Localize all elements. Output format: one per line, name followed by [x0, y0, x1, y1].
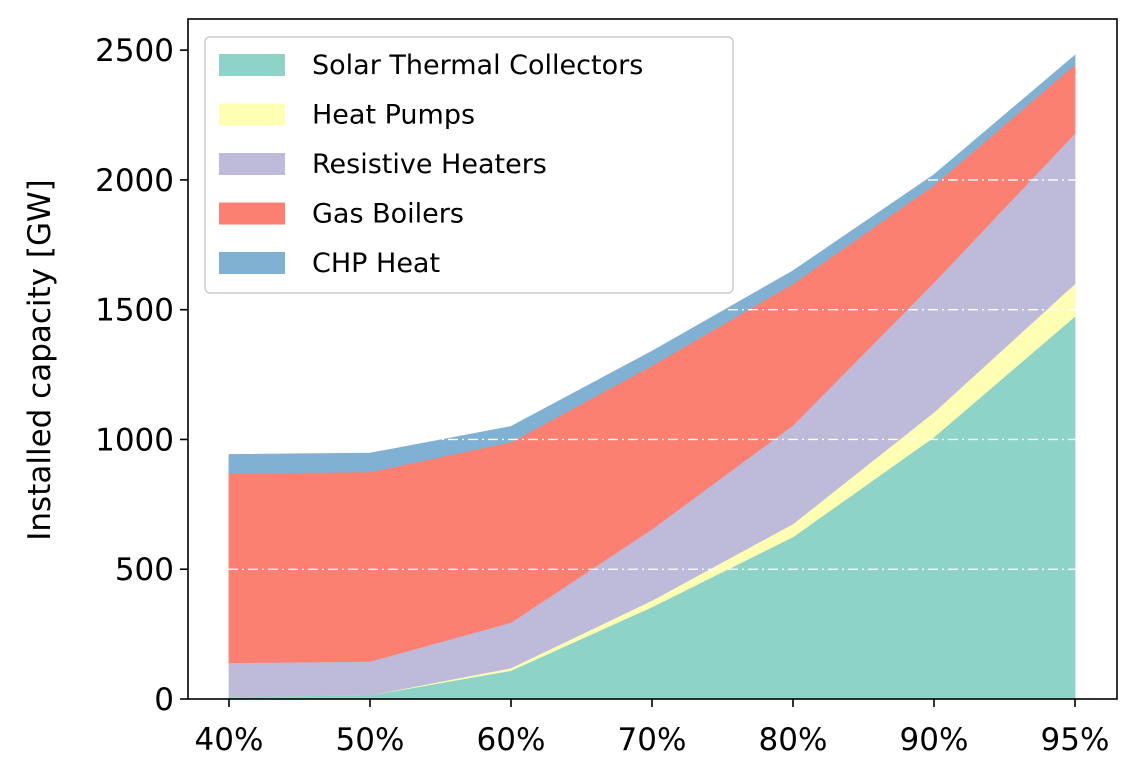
legend-label: Solar Thermal Collectors: [312, 50, 643, 81]
legend-label: Resistive Heaters: [312, 149, 547, 180]
y-axis-title: Installed capacity [GW]: [22, 179, 58, 541]
x-tick-label: 60%: [477, 722, 546, 758]
x-axis: 40% 50% 60% 70% 80% 90% 95%: [195, 699, 1110, 758]
x-tick-label: 70%: [618, 722, 687, 758]
x-tick-label: 80%: [759, 722, 828, 758]
legend-label: Gas Boilers: [312, 199, 464, 230]
y-tick-label: 1000: [95, 422, 174, 458]
x-tick-label: 40%: [195, 722, 264, 758]
x-tick-label: 90%: [900, 722, 969, 758]
y-tick-label: 0: [154, 682, 174, 718]
legend-swatch: [219, 202, 285, 225]
legend-label: CHP Heat: [312, 248, 440, 279]
legend-label: Heat Pumps: [312, 100, 475, 131]
legend-swatch: [219, 54, 285, 76]
y-tick-label: 1500: [95, 293, 174, 329]
legend: Solar Thermal Collectors Heat Pumps Resist…: [204, 36, 734, 294]
legend-swatch: [219, 153, 285, 175]
legend-swatch: [219, 252, 285, 274]
y-axis: 0 500 1000 1500 2000 2500: [95, 33, 188, 718]
x-tick-label: 95%: [1041, 722, 1110, 758]
legend-frame: [204, 36, 734, 294]
y-tick-label: 2500: [95, 33, 174, 69]
legend-swatch: [219, 103, 285, 126]
y-tick-label: 500: [115, 552, 174, 588]
area-series-4: [228, 54, 1076, 474]
y-tick-label: 2000: [95, 163, 174, 199]
x-tick-label: 50%: [336, 722, 405, 758]
